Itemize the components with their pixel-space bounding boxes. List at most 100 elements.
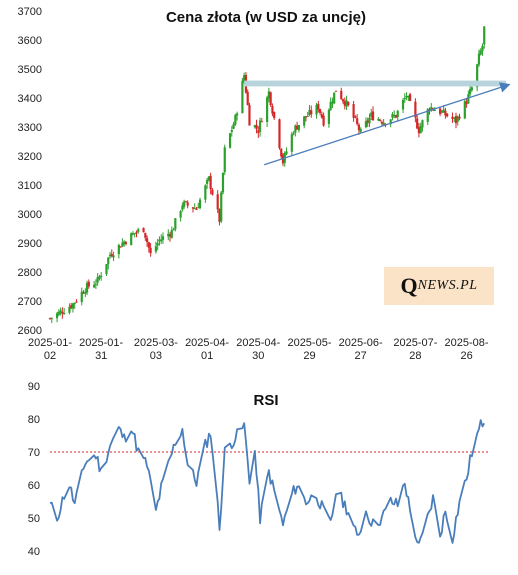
candle-body bbox=[421, 120, 424, 128]
candle-body bbox=[267, 91, 270, 99]
price-x-tick-label: 02 bbox=[44, 350, 56, 362]
candle-body bbox=[294, 125, 297, 133]
candle-body bbox=[405, 95, 408, 97]
candle-body bbox=[269, 92, 272, 106]
candle-body bbox=[469, 89, 472, 95]
candle-body bbox=[341, 99, 345, 102]
candle-body bbox=[218, 209, 221, 222]
candle-body bbox=[260, 121, 263, 123]
candle-body bbox=[465, 101, 468, 105]
logo-letter: Q bbox=[400, 273, 418, 298]
candle-body bbox=[364, 121, 368, 128]
rsi-chart-title: RSI bbox=[253, 392, 278, 409]
candle-body bbox=[107, 257, 110, 265]
price-y-tick-label: 3000 bbox=[18, 209, 42, 221]
candle-body bbox=[98, 276, 101, 279]
candle-body bbox=[228, 133, 232, 148]
candle-body bbox=[186, 202, 189, 206]
candle-body bbox=[183, 201, 186, 207]
candle-body bbox=[345, 100, 348, 107]
candle-body bbox=[393, 115, 396, 117]
price-y-tick-label: 2900 bbox=[18, 238, 42, 250]
candle-body bbox=[63, 312, 66, 314]
candle-body bbox=[248, 105, 251, 126]
candle-body bbox=[121, 242, 124, 247]
candle-body bbox=[356, 118, 359, 124]
price-overlays bbox=[244, 80, 511, 166]
candle-body bbox=[281, 155, 285, 164]
candle-body bbox=[84, 291, 87, 294]
rsi-line bbox=[50, 419, 485, 544]
candle-body bbox=[167, 233, 170, 237]
rsi-y-tick-label: 60 bbox=[28, 480, 40, 492]
candle-body bbox=[280, 148, 283, 157]
price-x-tick-label: 2025-07- bbox=[393, 337, 437, 349]
candle-body bbox=[241, 80, 244, 114]
candle-body bbox=[320, 114, 323, 118]
candle-body bbox=[258, 120, 262, 132]
candle-body bbox=[168, 234, 172, 237]
candle-body bbox=[317, 103, 320, 110]
price-y-tick-label: 2800 bbox=[18, 267, 42, 279]
price-x-axis: 2025-01-022025-01-312025-03-032025-04-01… bbox=[28, 337, 489, 362]
candle-body bbox=[403, 97, 406, 100]
candle-body bbox=[389, 119, 392, 125]
candle-body bbox=[296, 125, 299, 130]
candle-body bbox=[179, 211, 182, 218]
candle-body bbox=[483, 26, 486, 45]
candle-body bbox=[359, 128, 362, 132]
candle-body bbox=[73, 302, 76, 305]
candle-body bbox=[174, 218, 177, 230]
price-chart: Cena złota (w USD za uncję) 2600 2700 2800… bbox=[18, 6, 511, 362]
candle-body bbox=[119, 246, 122, 248]
candle-body bbox=[48, 318, 52, 320]
candle-body bbox=[414, 101, 417, 118]
candle-body bbox=[470, 87, 473, 91]
candle-body bbox=[278, 119, 281, 149]
candle-body bbox=[322, 115, 325, 126]
qnews-logo: Q NEWS.PL bbox=[384, 267, 494, 305]
candle-body bbox=[357, 124, 361, 131]
candle-body bbox=[137, 229, 140, 232]
candle-body bbox=[417, 127, 421, 134]
candle-body bbox=[206, 179, 209, 184]
candle-body bbox=[223, 147, 226, 173]
price-x-tick-label: 27 bbox=[355, 350, 367, 362]
candle-body bbox=[467, 94, 470, 104]
candle-body bbox=[195, 209, 198, 211]
candle-body bbox=[172, 229, 175, 231]
candle-body bbox=[318, 109, 322, 113]
candle-body bbox=[310, 110, 313, 115]
candle-body bbox=[105, 264, 108, 275]
candle-body bbox=[221, 172, 225, 193]
price-x-tick-label: 26 bbox=[460, 350, 472, 362]
candle-body bbox=[133, 233, 136, 235]
candle-body bbox=[285, 151, 288, 154]
price-x-tick-label: 28 bbox=[409, 350, 421, 362]
candle-body bbox=[377, 118, 380, 121]
price-y-axis: 2600 2700 2800 2900 3000 3100 3200 3300 3400 3500… bbox=[18, 6, 42, 337]
candle-body bbox=[158, 239, 161, 242]
candle-body bbox=[87, 281, 90, 287]
price-chart-title: Cena złota (w USD za uncję) bbox=[166, 9, 366, 26]
candle-body bbox=[198, 199, 202, 209]
candle-body bbox=[343, 101, 346, 106]
candle-body bbox=[144, 232, 147, 238]
price-x-tick-label: 2025-06- bbox=[339, 337, 383, 349]
logo-text: NEWS.PL bbox=[417, 278, 478, 293]
candle-body bbox=[184, 201, 188, 203]
candle-body bbox=[442, 109, 445, 113]
candle-body bbox=[82, 292, 85, 294]
candle-body bbox=[292, 133, 295, 135]
candle-body bbox=[477, 53, 481, 65]
candle-body bbox=[108, 254, 112, 257]
price-x-tick-label: 29 bbox=[303, 350, 315, 362]
candle-body bbox=[331, 101, 334, 104]
candle-body bbox=[315, 104, 318, 115]
candle-body bbox=[463, 101, 466, 119]
candle-body bbox=[197, 207, 200, 209]
candle-body bbox=[378, 119, 382, 121]
candle-body bbox=[124, 242, 128, 244]
candle-body bbox=[430, 107, 433, 110]
candle-body bbox=[80, 291, 83, 302]
